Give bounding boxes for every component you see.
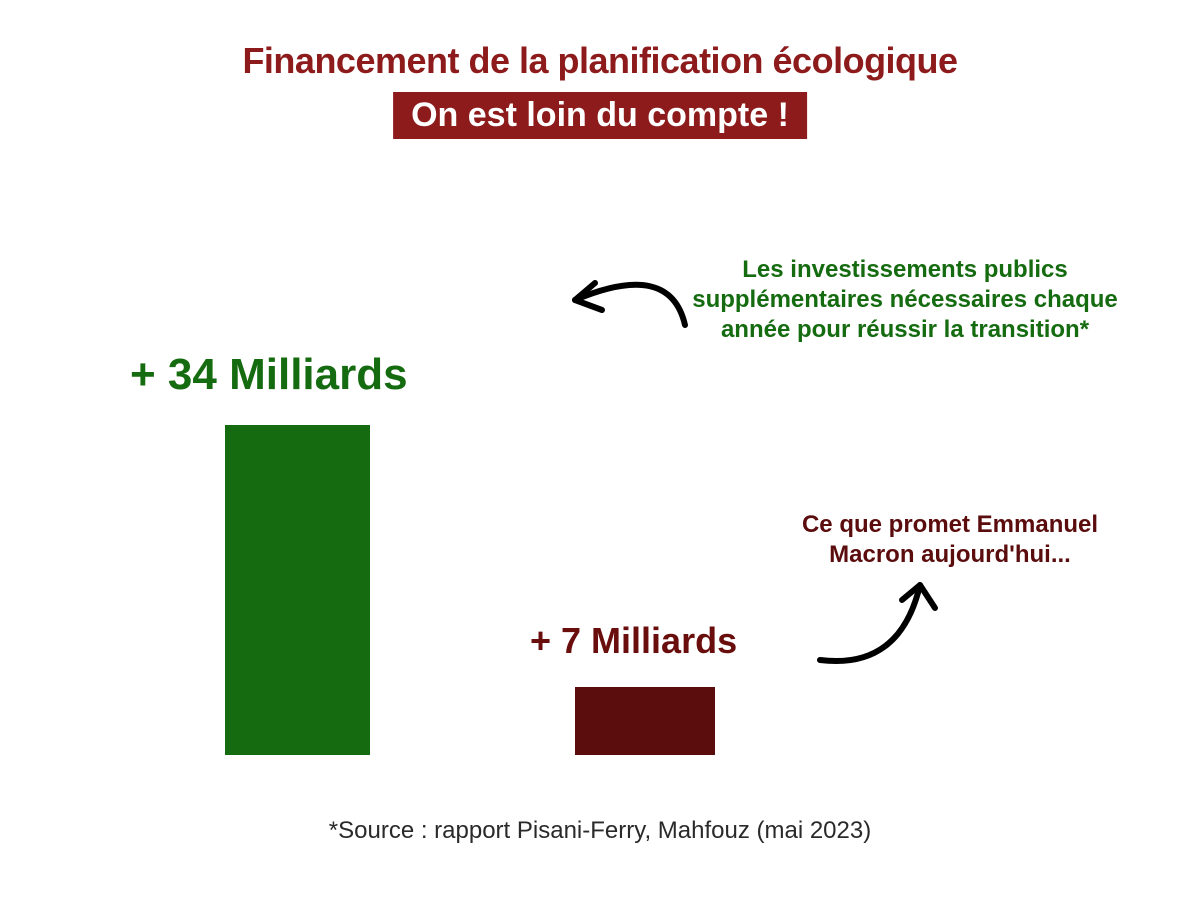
bar-needed-label: + 34 Milliards [130,350,408,400]
bar-needed-annotation: Les investissements publics supplémentai… [690,255,1120,345]
bar-needed [225,425,370,755]
bar-promised-label: + 7 Milliards [530,620,737,662]
arrow-icon [810,560,960,680]
bar-promised [575,687,715,755]
chart-title: Financement de la planification écologiq… [0,40,1200,82]
chart-subtitle: On est loin du compte ! [393,92,807,139]
source-footnote: *Source : rapport Pisani-Ferry, Mahfouz … [0,817,1200,845]
arrow-icon [540,245,700,365]
